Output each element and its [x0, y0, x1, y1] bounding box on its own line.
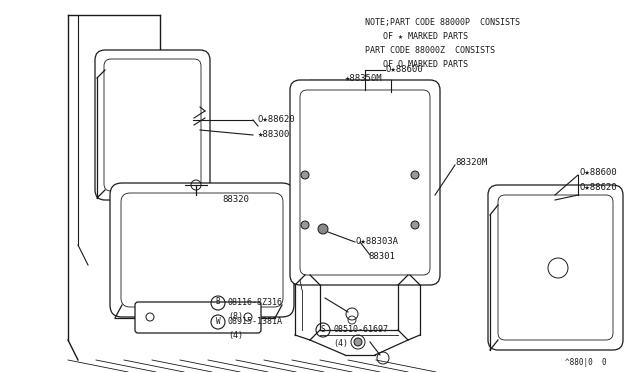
- Text: NOTE;PART CODE 88000P  CONSISTS: NOTE;PART CODE 88000P CONSISTS: [365, 18, 520, 27]
- Circle shape: [354, 338, 362, 346]
- Text: ^880|0  0: ^880|0 0: [565, 358, 607, 367]
- FancyBboxPatch shape: [488, 185, 623, 350]
- FancyBboxPatch shape: [290, 80, 440, 285]
- Text: (8): (8): [228, 312, 243, 321]
- Text: ★88350M: ★88350M: [345, 74, 383, 83]
- Text: 08915-1381A: 08915-1381A: [228, 317, 283, 326]
- Text: (4): (4): [228, 331, 243, 340]
- Text: O★88620: O★88620: [580, 183, 618, 192]
- Text: O★88600: O★88600: [580, 168, 618, 177]
- FancyBboxPatch shape: [110, 183, 294, 317]
- Text: 88301: 88301: [368, 252, 395, 261]
- Text: 08510-61697: 08510-61697: [333, 325, 388, 334]
- Text: 08116-8Z316: 08116-8Z316: [228, 298, 283, 307]
- Circle shape: [301, 221, 309, 229]
- Text: (4): (4): [333, 339, 348, 348]
- Text: PART CODE 88000Z  CONSISTS: PART CODE 88000Z CONSISTS: [365, 46, 495, 55]
- Circle shape: [318, 224, 328, 234]
- Text: ★88300: ★88300: [258, 130, 291, 139]
- Text: 88320M: 88320M: [455, 158, 487, 167]
- Circle shape: [411, 221, 419, 229]
- Text: B: B: [216, 298, 220, 307]
- Circle shape: [411, 171, 419, 179]
- Circle shape: [301, 171, 309, 179]
- FancyBboxPatch shape: [95, 50, 210, 200]
- FancyBboxPatch shape: [135, 302, 261, 333]
- Text: O★88620: O★88620: [258, 115, 296, 124]
- Text: W: W: [216, 317, 220, 326]
- Text: OF O MARKED PARTS: OF O MARKED PARTS: [383, 60, 468, 69]
- Text: OF ★ MARKED PARTS: OF ★ MARKED PARTS: [383, 32, 468, 41]
- Text: 88320: 88320: [222, 195, 249, 204]
- Text: S: S: [321, 324, 325, 334]
- Text: O★88600: O★88600: [385, 65, 422, 74]
- Text: O★88303A: O★88303A: [355, 237, 398, 246]
